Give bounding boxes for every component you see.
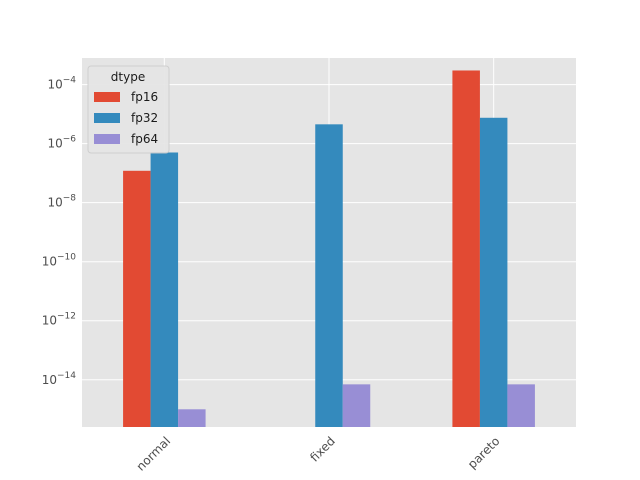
y-tick-labels: 10−14 10−12 10−10 10−8 10−6 10−4 xyxy=(42,76,77,387)
bar-fp64-normal xyxy=(178,409,206,427)
legend-label-fp32: fp32 xyxy=(131,111,158,125)
y-tick-label: 10−10 xyxy=(42,253,77,269)
legend-title: dtype xyxy=(111,70,145,84)
legend-entries: fp16 fp32 fp64 xyxy=(94,90,158,146)
x-tick-label: fixed xyxy=(307,434,338,465)
bar-fp64-fixed xyxy=(342,384,371,427)
bar-fp16-pareto xyxy=(452,70,480,427)
legend-swatch-fp16 xyxy=(94,92,120,102)
bar-fp64-pareto xyxy=(507,384,535,427)
bar-fp32-normal xyxy=(150,152,179,428)
y-tick-label: 10−6 xyxy=(47,135,76,151)
x-tick-label: normal xyxy=(134,434,174,474)
y-tick-label: 10−14 xyxy=(42,371,77,387)
x-tick-labels: normal fixed pareto xyxy=(134,434,503,474)
bar-fp32-fixed xyxy=(315,124,343,427)
x-tick-label: pareto xyxy=(465,434,503,472)
y-tick-label: 10−12 xyxy=(42,312,76,328)
bar-fp16-normal xyxy=(123,170,151,427)
legend: dtype fp16 fp32 fp64 xyxy=(87,65,170,154)
legend-swatch-fp64 xyxy=(94,134,120,144)
legend-box xyxy=(87,65,170,154)
legend-swatch-fp32 xyxy=(94,113,120,123)
y-tick-label: 10−8 xyxy=(47,194,76,210)
legend-label-fp16: fp16 xyxy=(131,90,158,104)
legend-label-fp64: fp64 xyxy=(131,132,158,146)
y-tick-label: 10−4 xyxy=(47,76,76,92)
bars-layer xyxy=(123,70,535,428)
bar-fp32-pareto xyxy=(479,117,508,428)
